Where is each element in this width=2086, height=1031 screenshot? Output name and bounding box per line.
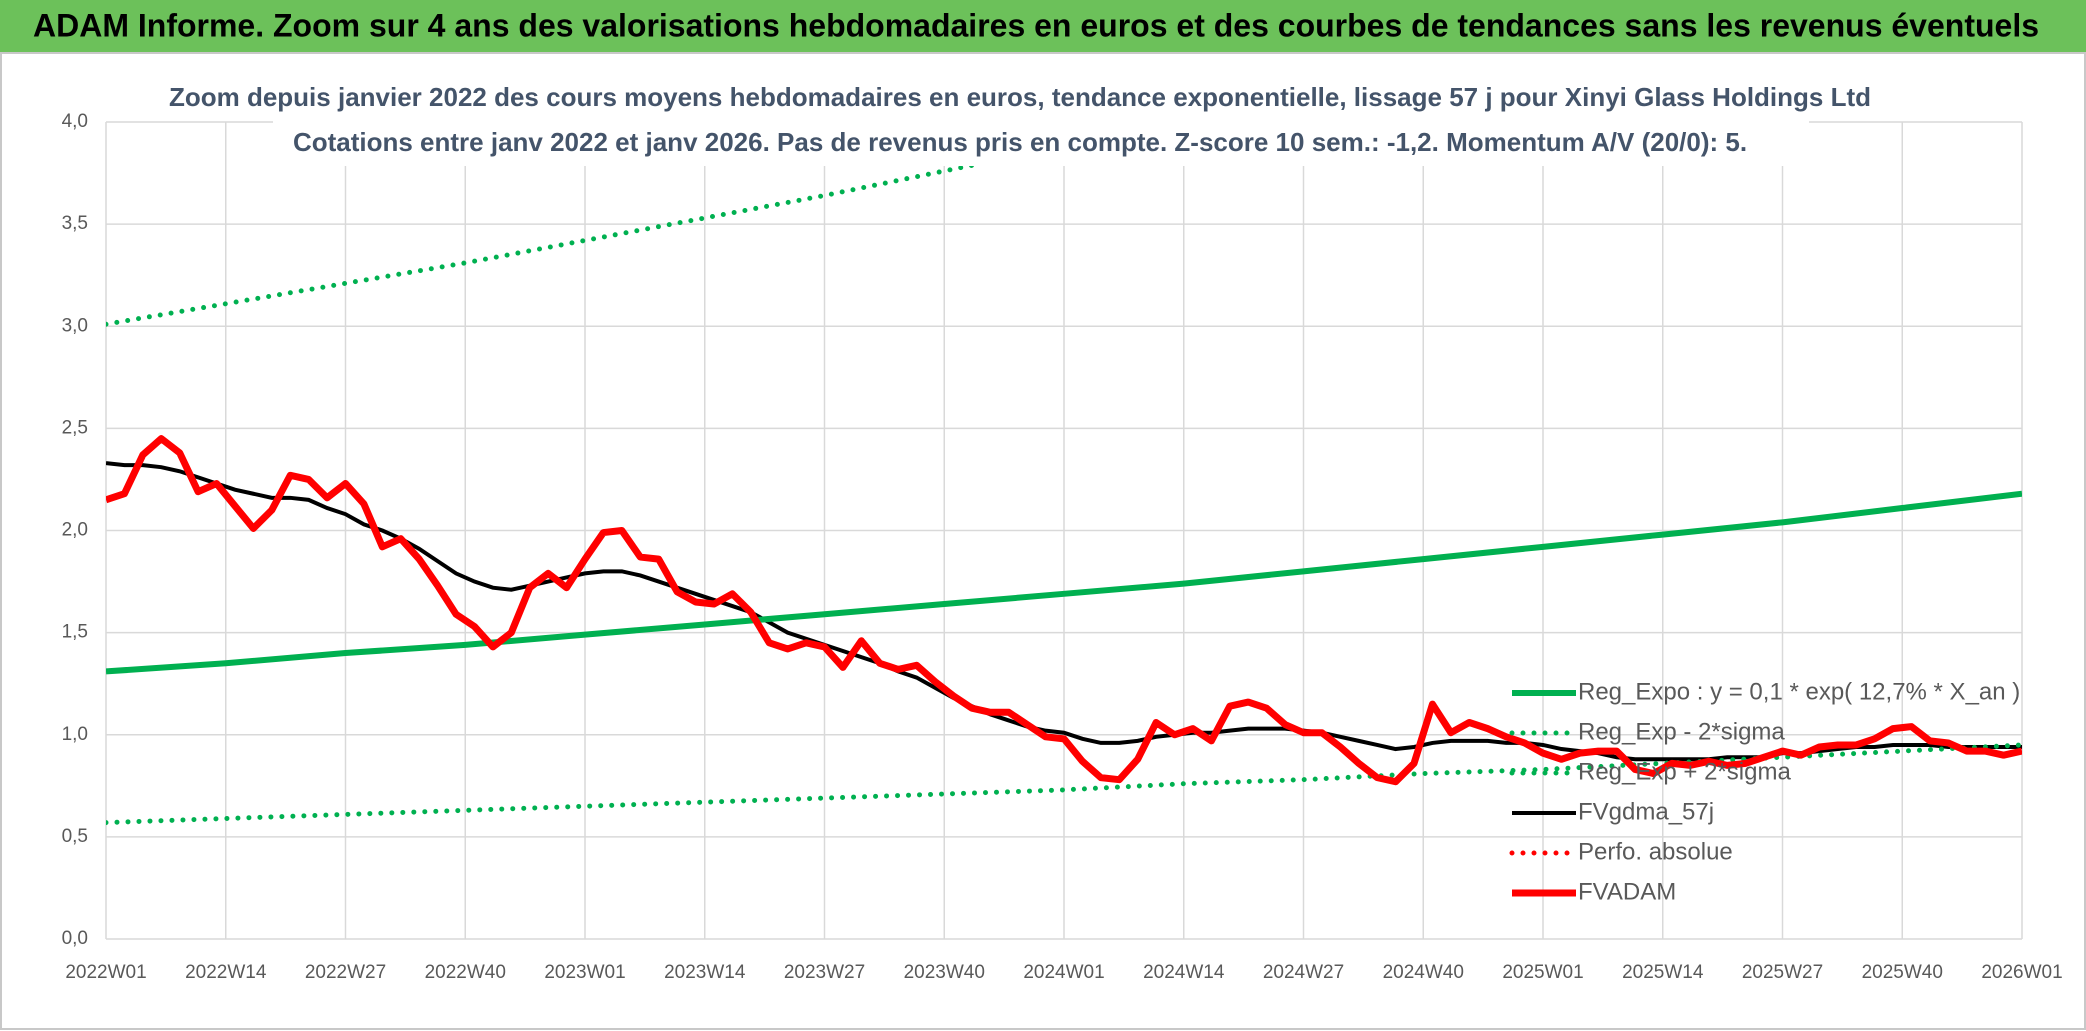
legend-label: Reg_Exp + 2*sigma (1578, 758, 1791, 785)
y-tick-label: 0,5 (62, 826, 88, 847)
series-line (106, 742, 2022, 826)
x-tick-label: 2026W01 (1981, 962, 2062, 983)
series-line (106, 490, 2022, 675)
series-line (106, 435, 2022, 786)
x-tick-label: 2022W01 (65, 962, 146, 983)
y-tick-label: 2,5 (62, 417, 88, 438)
x-tick-label: 2024W27 (1263, 962, 1344, 983)
y-tick-label: 4,0 (62, 111, 88, 132)
x-tick-label: 2025W01 (1502, 962, 1583, 983)
x-tick-label: 2022W40 (425, 962, 506, 983)
y-tick-label: 3,5 (62, 213, 88, 234)
legend-label: Reg_Exp - 2*sigma (1578, 718, 1785, 745)
y-tick-label: 3,0 (62, 315, 88, 336)
x-tick-label: 2023W27 (784, 962, 865, 983)
page-title: ADAM Informe. Zoom sur 4 ans des valoris… (33, 7, 2039, 43)
plot (106, 122, 2022, 826)
chart-title: Zoom depuis janvier 2022 des cours moyen… (169, 82, 1871, 112)
frame (0, 52, 2086, 1030)
y-tick-label: 1,0 (62, 724, 88, 745)
x-tick-label: 2023W01 (544, 962, 625, 983)
x-tick-label: 2025W27 (1742, 962, 1823, 983)
x-tick-label: 2024W40 (1383, 962, 1464, 983)
banner (0, 0, 2086, 53)
legend-label: Perfo. absolue (1578, 838, 1733, 865)
grid: 0,0 0,5 1,0 1,5 2,0 2,5 3,0 3,5 4,0 2022W01 2022W1… (62, 111, 2063, 983)
x-tick-label: 2022W27 (305, 962, 386, 983)
y-tick-label: 1,5 (62, 622, 88, 643)
x-tick-label: 2025W14 (1622, 962, 1704, 983)
legend-label: FVgdma_57j (1578, 798, 1714, 825)
x-tick-label: 2025W40 (1862, 962, 1943, 983)
x-tick-label: 2023W40 (904, 962, 985, 983)
legend-label: Reg_Expo : y = 0,1 * exp( 12,7% * X_an ) (1578, 678, 2020, 705)
x-tick-label: 2023W14 (664, 962, 746, 983)
x-tick-label: 2024W14 (1143, 962, 1225, 983)
x-tick-label: 2024W01 (1023, 962, 1104, 983)
legend: Reg_Expo : y = 0,1 * exp( 12,7% * X_an )… (1509, 678, 2020, 905)
chart-subtitle: Cotations entre janv 2022 et janv 2026. … (293, 127, 1747, 157)
x-tick-label: 2022W14 (185, 962, 267, 983)
legend-label: FVADAM (1578, 878, 1676, 905)
y-tick-label: 0,0 (62, 928, 88, 949)
y-tick-label: 2,0 (62, 520, 88, 541)
title-box (273, 80, 1809, 166)
